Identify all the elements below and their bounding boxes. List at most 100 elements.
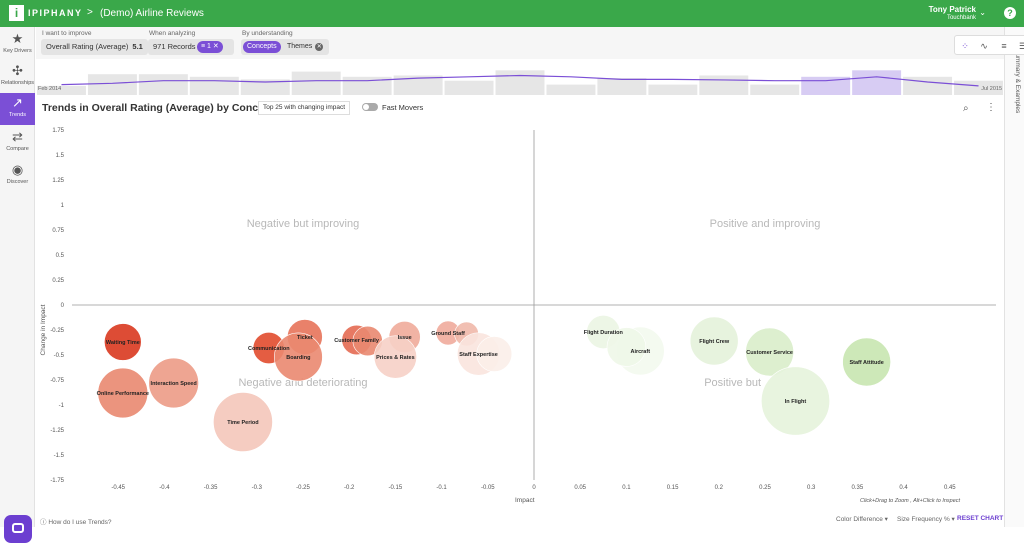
bubble[interactable] [689, 316, 739, 366]
timeline-bar[interactable] [37, 85, 86, 95]
y-tick-label: -0.75 [50, 378, 64, 384]
chat-button[interactable] [4, 515, 32, 543]
bubble[interactable] [148, 357, 199, 409]
bubble[interactable] [104, 323, 142, 361]
y-tick-label: 1.75 [52, 128, 64, 134]
bubble-label: In Flight [785, 399, 807, 405]
nav-discover[interactable]: ◉ Discover [0, 160, 35, 192]
search-icon[interactable]: ⌕ [963, 103, 969, 114]
timeline-bar[interactable] [750, 84, 800, 95]
timeline-bar[interactable] [291, 71, 341, 95]
bubble-label: Staff Expertise [459, 352, 498, 358]
timeline-bar[interactable] [903, 76, 953, 95]
bubble[interactable] [842, 337, 891, 387]
network-icon: ✣ [12, 63, 23, 78]
bubble[interactable] [761, 366, 830, 436]
size-selector[interactable]: Size Frequency % ▾ [897, 516, 955, 523]
sidebar: ★ Key Drivers ✣ Relationships ↗ Trends ⇄… [0, 27, 35, 543]
bubble-label: Ticket [297, 335, 313, 341]
timeline-chart[interactable] [36, 59, 1004, 95]
color-selector[interactable]: Color Difference ▾ [836, 516, 888, 523]
x-tick-label: 0 [532, 485, 536, 491]
timeline-bar[interactable] [240, 79, 290, 95]
bubble[interactable] [213, 392, 273, 452]
line-chart-icon[interactable]: ∿ [980, 41, 988, 51]
nav-compare[interactable]: ⇄ Compare [0, 127, 35, 159]
help-icon[interactable]: ? [1004, 7, 1016, 19]
timeline-bar[interactable] [546, 84, 596, 95]
brand-name[interactable]: IPIPHANY [28, 8, 83, 18]
timeline-bar[interactable] [495, 70, 545, 95]
user-org[interactable]: Touchbank [946, 15, 976, 21]
timeline-bar[interactable] [954, 80, 1003, 95]
timeline-bar[interactable] [342, 76, 392, 95]
timeline-bar[interactable] [189, 76, 239, 95]
quadrant-label-bottom-right: Positive but [704, 377, 761, 389]
y-tick-label: -1.75 [50, 478, 64, 484]
logo-icon[interactable]: i [9, 5, 24, 21]
bar-chart-icon[interactable]: ≡ [1001, 41, 1007, 51]
more-vertical-icon[interactable]: ⋮ [986, 102, 996, 113]
concepts-chip[interactable]: Concepts [243, 41, 281, 53]
x-tick-label: -0.4 [159, 485, 170, 491]
close-icon[interactable]: ✕ [315, 43, 324, 51]
improve-metric-selector[interactable]: Overall Rating (Average) 5.1 [41, 39, 148, 55]
timeline-bar[interactable] [87, 74, 137, 95]
bubble-chart[interactable]: 1.75 1.5 1.25 1 0.75 0.5 0.25 0 -0.25 -0.5 -0.75 -1… [36, 118, 1002, 510]
top-bar: i IPIPHANY > (Demo) Airline Reviews Tony… [0, 0, 1024, 27]
y-tick-label: 0 [61, 303, 65, 309]
timeline-bar[interactable] [648, 84, 698, 95]
bubble[interactable] [373, 335, 417, 379]
nav-trends[interactable]: ↗ Trends [0, 93, 35, 125]
timeline-bar[interactable] [852, 70, 902, 95]
list-icon[interactable]: ☰ [1018, 41, 1024, 51]
chevron-down-icon[interactable]: ⌄ [979, 8, 986, 17]
bubble-label: Customer Service [746, 350, 793, 356]
y-tick-label: 1 [61, 203, 65, 209]
breadcrumb-project[interactable]: (Demo) Airline Reviews [100, 8, 204, 19]
timeline-bar[interactable] [444, 80, 494, 95]
nav-key-drivers[interactable]: ★ Key Drivers [0, 29, 35, 61]
x-tick-label: 0.35 [852, 485, 864, 491]
bubble-label: Ground Staff [431, 331, 465, 337]
reset-chart-button[interactable]: RESET CHART [957, 515, 1004, 522]
x-tick-label: -0.25 [296, 485, 310, 491]
x-tick-label: -0.1 [436, 485, 447, 491]
timeline-bar[interactable] [138, 74, 188, 95]
timeline-bar[interactable] [699, 75, 749, 96]
summary-panel-label[interactable]: Summary & Examples [1014, 49, 1021, 114]
top-25-dropdown[interactable]: Top 25 with changing impact [258, 101, 351, 115]
bubble[interactable] [745, 327, 794, 377]
close-icon[interactable]: ✕ [212, 43, 219, 50]
filter-chip[interactable]: ≡ 1 ✕ [197, 41, 223, 53]
timeline-bar[interactable] [597, 78, 647, 95]
understanding-label: By understanding [242, 30, 293, 37]
bubble[interactable] [97, 367, 149, 419]
timeline-end-label: Jul 2015 [981, 86, 1002, 92]
info-icon: ⓘ [40, 519, 47, 526]
improve-label: I want to improve [42, 30, 92, 37]
y-tick-label: 0.75 [52, 228, 64, 234]
x-tick-label: 0.3 [807, 485, 816, 491]
user-name[interactable]: Tony Patrick [928, 5, 976, 14]
timeline-bar[interactable] [393, 75, 443, 96]
bubble[interactable] [476, 336, 513, 372]
x-tick-label: 0.05 [574, 485, 586, 491]
bubble[interactable] [606, 327, 647, 367]
chat-icon [12, 523, 24, 533]
x-tick-label: 0.25 [759, 485, 771, 491]
breadcrumb-separator: > [87, 7, 93, 18]
timeline[interactable]: Feb 2014 Jul 2015 [36, 59, 1004, 95]
nav-relationships[interactable]: ✣ Relationships [0, 61, 35, 93]
summary-panel[interactable]: < Summary & Examples [1004, 27, 1024, 527]
x-tick-label: 0.15 [667, 485, 679, 491]
fast-movers-toggle[interactable] [362, 103, 378, 111]
help-link[interactable]: ⓘ How do I use Trends? [40, 516, 112, 526]
themes-chip[interactable]: Themes ✕ [283, 41, 327, 53]
nav-label: Trends [9, 112, 26, 118]
bubble-label: Issue [398, 335, 412, 341]
chart-title: Trends in Overall Rating (Average) by Co… [42, 102, 274, 114]
timeline-bar[interactable] [801, 76, 851, 95]
bubble[interactable] [274, 332, 323, 382]
bubble-chart-icon[interactable]: ⁘ [961, 41, 969, 51]
